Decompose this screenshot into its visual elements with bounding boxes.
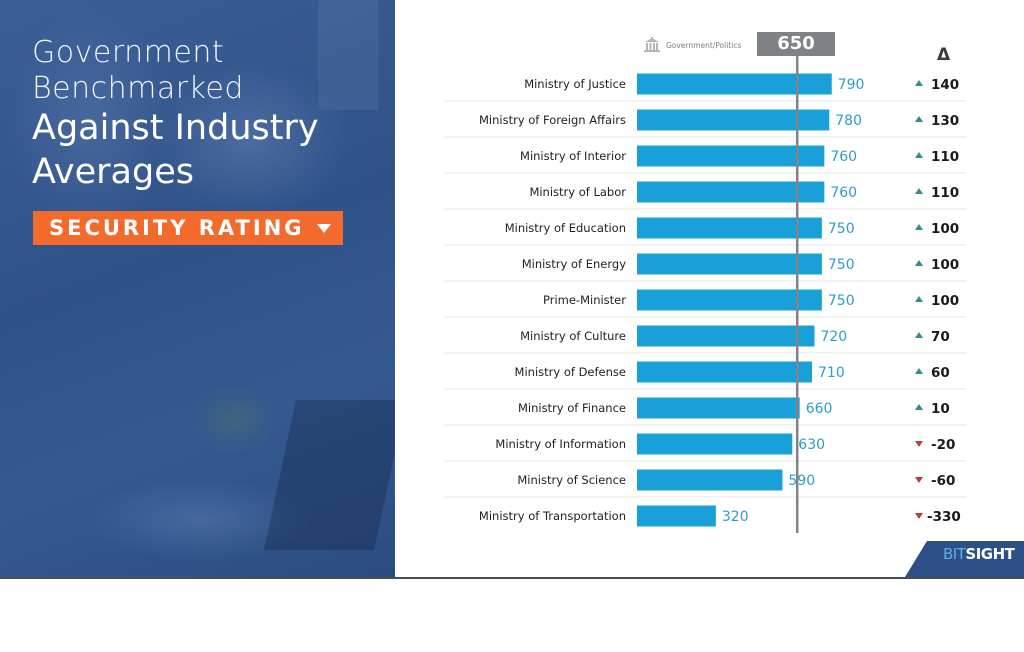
slide: Government Benchmarked Against Industry … [0, 0, 1024, 579]
category-label: Ministry of Justice [524, 77, 626, 91]
triangle-up-icon [915, 116, 923, 122]
triangle-down-icon [915, 477, 923, 483]
delta-column-header: Δ [937, 45, 951, 65]
category-label: Ministry of Transportation [479, 509, 626, 523]
triangle-up-icon [915, 80, 923, 86]
triangle-up-icon [915, 152, 923, 158]
bar [637, 289, 822, 311]
caret-down-icon [317, 224, 331, 233]
delta-label: 110 [931, 185, 959, 201]
legend-label: Government/Politics [666, 40, 742, 50]
delta-label: 60 [931, 365, 950, 381]
category-label: Ministry of Science [517, 473, 626, 487]
triangle-up-icon [915, 296, 923, 302]
category-label: Prime-Minister [543, 293, 626, 307]
triangle-up-icon [915, 188, 923, 194]
delta-label: 70 [931, 329, 950, 345]
category-label: Ministry of Interior [520, 149, 626, 163]
metric-dropdown[interactable]: SECURITY RATING [33, 211, 343, 245]
value-label: 790 [838, 77, 865, 93]
value-label: 660 [806, 401, 833, 417]
bar [637, 181, 825, 203]
value-label: 750 [828, 221, 855, 237]
triangle-down-icon [915, 441, 923, 447]
bar [637, 145, 825, 167]
delta-label: 10 [931, 401, 950, 417]
bar [637, 217, 822, 239]
bar [637, 433, 793, 455]
hero-panel: Government Benchmarked Against Industry … [0, 0, 395, 577]
delta-label: 140 [931, 77, 959, 93]
category-label: Ministry of Energy [522, 257, 626, 271]
delta-label: -330 [927, 509, 961, 525]
value-label: 320 [722, 509, 749, 525]
title-line-2: Benchmarked [32, 71, 244, 106]
category-label: Ministry of Foreign Affairs [479, 113, 626, 127]
category-label: Ministry of Finance [518, 401, 626, 415]
bar [637, 505, 716, 527]
delta-label: -60 [931, 473, 955, 489]
category-label: Ministry of Education [505, 221, 626, 235]
category-label: Ministry of Culture [520, 329, 626, 343]
delta-label: 100 [931, 257, 959, 273]
delta-label: 100 [931, 293, 959, 309]
bitsight-logo: BITSIGHT [905, 541, 1024, 577]
category-label: Ministry of Information [495, 437, 626, 451]
delta-label: 100 [931, 221, 959, 237]
value-label: 750 [828, 293, 855, 309]
value-label: 760 [830, 149, 857, 165]
logo-text-bit: BIT [943, 545, 966, 563]
delta-label: 130 [931, 113, 959, 129]
delta-label: -20 [931, 437, 955, 453]
title-line-3: Against Industry [32, 108, 319, 148]
bar [637, 397, 800, 419]
title-line-4: Averages [32, 152, 194, 192]
delta-label: 110 [931, 149, 959, 165]
triangle-up-icon [915, 332, 923, 338]
value-label: 780 [835, 113, 862, 129]
bar [637, 73, 832, 95]
category-label: Ministry of Labor [529, 185, 626, 199]
government-building-icon [643, 37, 661, 53]
bar-chart: Ministry of Justice 790 140 Ministry of For… [444, 56, 966, 533]
bar [637, 361, 813, 383]
bar [637, 253, 822, 275]
title-line-1: Government [32, 35, 225, 70]
triangle-up-icon [915, 260, 923, 266]
triangle-up-icon [915, 224, 923, 230]
value-label: 760 [830, 185, 857, 201]
value-label: 590 [788, 473, 815, 489]
bar [637, 469, 783, 491]
logo-text-sight: SIGHT [965, 545, 1015, 563]
triangle-up-icon [915, 368, 923, 374]
legend: Government/Politics [643, 37, 741, 53]
background-photo-window [318, 0, 378, 110]
value-label: 750 [828, 257, 855, 273]
triangle-up-icon [915, 404, 923, 410]
triangle-down-icon [915, 513, 923, 519]
bar [637, 109, 830, 131]
category-label: Ministry of Defense [515, 365, 626, 379]
bar [637, 325, 815, 347]
value-label: 720 [820, 329, 847, 345]
metric-dropdown-label: SECURITY RATING [49, 216, 305, 240]
value-label: 710 [818, 365, 845, 381]
average-value-badge: 650 [757, 32, 835, 56]
value-label: 630 [798, 437, 825, 453]
